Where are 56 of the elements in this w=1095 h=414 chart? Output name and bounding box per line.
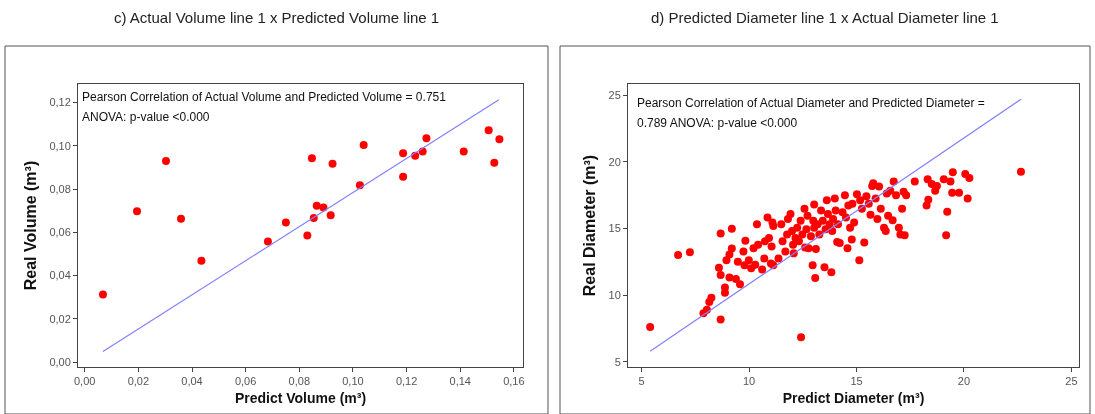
x-tick-label: 0,02 xyxy=(127,375,150,388)
y-tick-label: 0,10 xyxy=(49,139,71,152)
y-tick-label: 20 xyxy=(608,155,621,168)
x-axis-title: Predict Diameter (m³) xyxy=(782,389,925,406)
x-tick-label: 0,12 xyxy=(395,375,418,388)
annotation: ANOVA: p-value <0.000 xyxy=(82,110,210,124)
y-tick-label: 25 xyxy=(608,89,621,102)
point xyxy=(422,134,431,143)
point xyxy=(328,159,337,168)
annotation: 0.789 ANOVA: p-value <0.000 xyxy=(637,116,798,130)
point xyxy=(307,154,316,163)
chart-title: c) Actual Volume line 1 x Predicted Volume line 1 xyxy=(114,9,440,26)
chart-title: d) Predicted Diameter line 1 x Actual Diameter line 1 xyxy=(651,9,999,26)
x-tick-label: 0,14 xyxy=(449,375,471,388)
x-tick-label: 0,04 xyxy=(181,375,203,388)
point xyxy=(484,126,493,135)
x-tick-label: 5 xyxy=(638,375,645,388)
x-tick-label: 0,16 xyxy=(503,375,525,388)
point xyxy=(495,135,504,144)
point xyxy=(459,147,468,156)
y-tick-label: 15 xyxy=(608,222,621,235)
x-tick-label: 0,08 xyxy=(288,375,310,388)
y-axis-title: Real Diameter (m³) xyxy=(581,154,599,297)
point xyxy=(133,207,142,216)
annotation: Pearson Correlation of Actual Diameter and Predicted Diameter = xyxy=(637,96,985,110)
y-tick-label: 0,00 xyxy=(49,355,71,368)
point xyxy=(326,211,335,220)
y-tick-label: 0,02 xyxy=(49,312,71,325)
x-tick-label: 0,10 xyxy=(342,375,364,388)
annotation: Pearson Correlation of Actual Volume and Predicted Volume = 0.751 xyxy=(82,90,447,104)
y-tick-label: 5 xyxy=(614,355,621,368)
point xyxy=(303,231,312,240)
point xyxy=(161,156,170,165)
y-axis-title: Real Volume (m³) xyxy=(22,160,40,291)
point xyxy=(312,201,321,210)
point xyxy=(197,256,206,265)
y-tick-label: 0,08 xyxy=(49,182,71,195)
x-tick-label: 0,00 xyxy=(74,375,96,388)
y-tick-label: 0,06 xyxy=(49,226,71,239)
x-tick-label: 20 xyxy=(957,375,971,388)
point xyxy=(399,172,408,181)
point xyxy=(98,290,107,299)
x-tick-label: 0,06 xyxy=(234,375,257,388)
x-tick-label: 25 xyxy=(1065,375,1078,388)
point xyxy=(490,158,499,167)
x-axis-title: Predict Volume (m³) xyxy=(234,389,367,406)
point xyxy=(399,149,408,158)
point xyxy=(281,218,290,227)
y-tick-label: 10 xyxy=(608,289,621,302)
x-tick-label: 10 xyxy=(742,375,756,388)
point xyxy=(177,214,185,223)
y-tick-label: 0,12 xyxy=(49,96,71,109)
point xyxy=(263,237,272,246)
point xyxy=(359,140,368,149)
y-tick-label: 0,04 xyxy=(49,269,71,282)
x-tick-label: 15 xyxy=(850,375,863,388)
